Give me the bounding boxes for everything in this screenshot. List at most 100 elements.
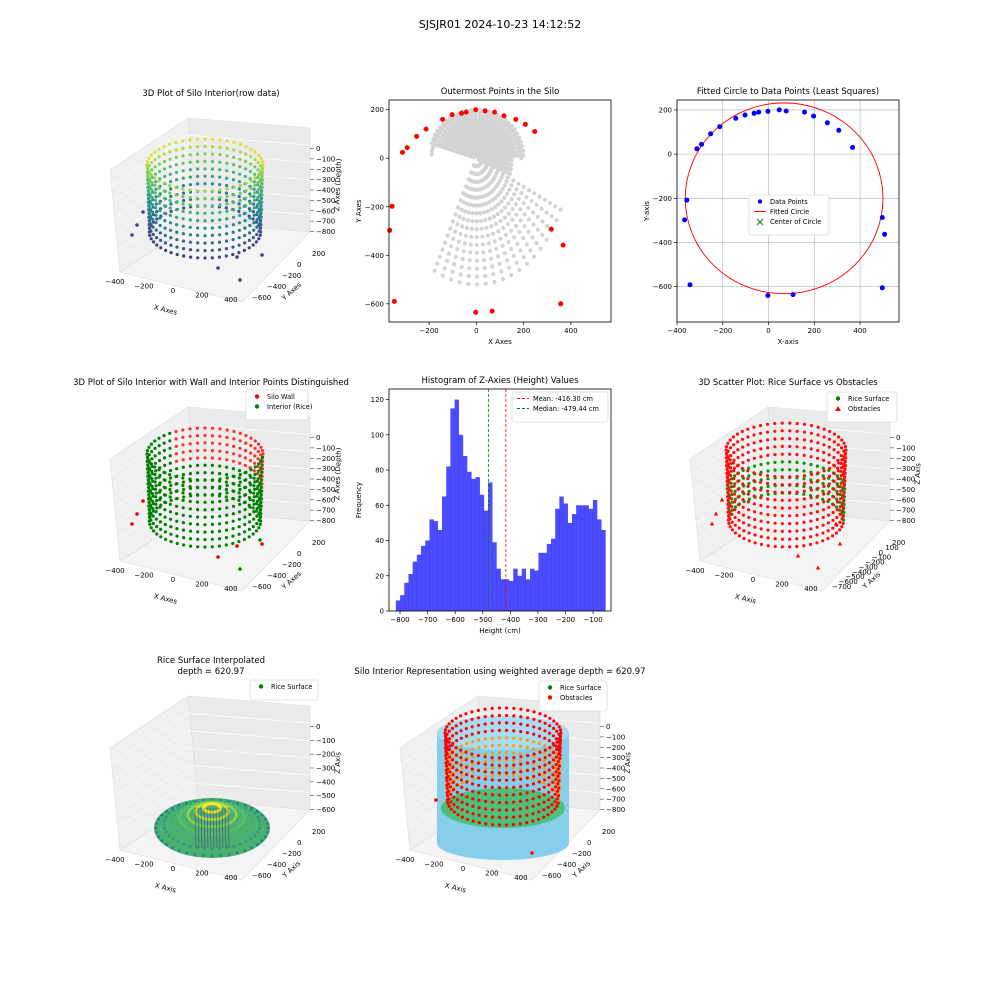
legend-label: Mean: -416.30 cm: [533, 395, 593, 403]
data-point: [729, 481, 733, 485]
data-point: [532, 760, 536, 764]
data-point: [827, 490, 831, 494]
data-point: [733, 489, 737, 493]
data-point: [459, 729, 463, 733]
data-point: [238, 191, 242, 195]
data-point: [795, 421, 799, 426]
surface-point: [172, 813, 176, 817]
surface-point: [243, 831, 246, 835]
surface-point: [234, 811, 238, 815]
data-point: [741, 453, 745, 457]
data-point: [728, 438, 732, 442]
y-tick-label: 100: [885, 544, 898, 552]
data-point: [525, 731, 530, 735]
histogram-bar: [542, 552, 547, 611]
data-point: [196, 241, 200, 245]
data-point: [181, 473, 185, 477]
data-point: [724, 445, 729, 449]
surface-point: [181, 823, 185, 827]
x-tick-label: 400: [224, 874, 237, 882]
data-point: [505, 763, 509, 768]
data-point: [255, 521, 259, 526]
background-point: [430, 148, 435, 154]
surface-point: [201, 854, 205, 858]
background-point: [480, 234, 485, 239]
data-point: [181, 465, 185, 469]
data-point: [537, 741, 541, 746]
data-point: [447, 729, 451, 733]
data-point: [153, 454, 157, 458]
data-point: [196, 545, 200, 549]
x-tick-label: 200: [195, 581, 208, 589]
data-point: [726, 495, 730, 499]
surface-point: [236, 826, 240, 829]
data-point: [254, 529, 258, 533]
data-point: [444, 756, 448, 761]
data-point: [459, 721, 463, 725]
surface-point: [171, 837, 175, 841]
data-point: [210, 530, 214, 534]
data-point: [780, 475, 784, 479]
data-point: [169, 194, 173, 199]
data-point: [232, 200, 236, 204]
data-point: [218, 138, 222, 142]
x-tick-label: 200: [485, 870, 498, 878]
data-point: [251, 217, 255, 221]
data-point: [249, 147, 253, 151]
background-point: [544, 237, 549, 242]
data-point: [832, 487, 836, 491]
x-tick-label: −200: [424, 861, 443, 869]
data-point: [519, 737, 523, 741]
data-point: [542, 781, 546, 785]
background-point: [534, 241, 539, 246]
data-point: [152, 240, 156, 244]
data-point: [260, 455, 265, 459]
data-point: [832, 464, 837, 468]
data-point: [249, 444, 253, 448]
data-point: [525, 723, 530, 727]
data-point: [518, 807, 523, 811]
data-point: [218, 522, 222, 526]
data-point: [815, 525, 819, 529]
data-point: [254, 220, 258, 224]
surface-point: [185, 801, 189, 805]
data-point: [538, 765, 542, 769]
data-point: [821, 466, 826, 470]
data-point: [259, 500, 263, 504]
floor-pane: [699, 510, 891, 592]
data-point: [181, 187, 185, 191]
data-point: [730, 505, 734, 509]
background-point: [473, 119, 478, 124]
surface-point: [178, 819, 182, 822]
surface-point: [255, 810, 259, 813]
data-point: [168, 191, 172, 195]
background-point: [483, 218, 488, 223]
surface-point: [244, 840, 248, 844]
background-point: [453, 212, 458, 217]
data-point: [253, 176, 257, 180]
data-point: [471, 797, 475, 801]
data-point: [145, 449, 150, 453]
data-point: [557, 786, 561, 790]
background-point: [437, 254, 442, 259]
data-point: [547, 783, 551, 787]
data-point: [252, 195, 256, 199]
background-point: [505, 191, 510, 197]
data-point: [243, 508, 247, 512]
x-axis-label: X Axis: [734, 593, 757, 606]
data-point: [253, 461, 257, 465]
data-point: [537, 795, 541, 799]
background-point: [530, 210, 536, 215]
z-tick-label: −300: [316, 465, 335, 473]
x-tick-label: 200: [775, 581, 788, 589]
data-point: [235, 544, 239, 548]
data-point: [741, 490, 745, 494]
data-point: [195, 485, 200, 489]
y-tick-label: −200: [365, 203, 384, 211]
z-tick-label: −400: [316, 778, 335, 786]
data-point: [802, 422, 807, 426]
data-point: [188, 175, 192, 179]
data-point: [737, 534, 742, 538]
data-point: [477, 798, 481, 802]
data-point: [196, 515, 200, 519]
